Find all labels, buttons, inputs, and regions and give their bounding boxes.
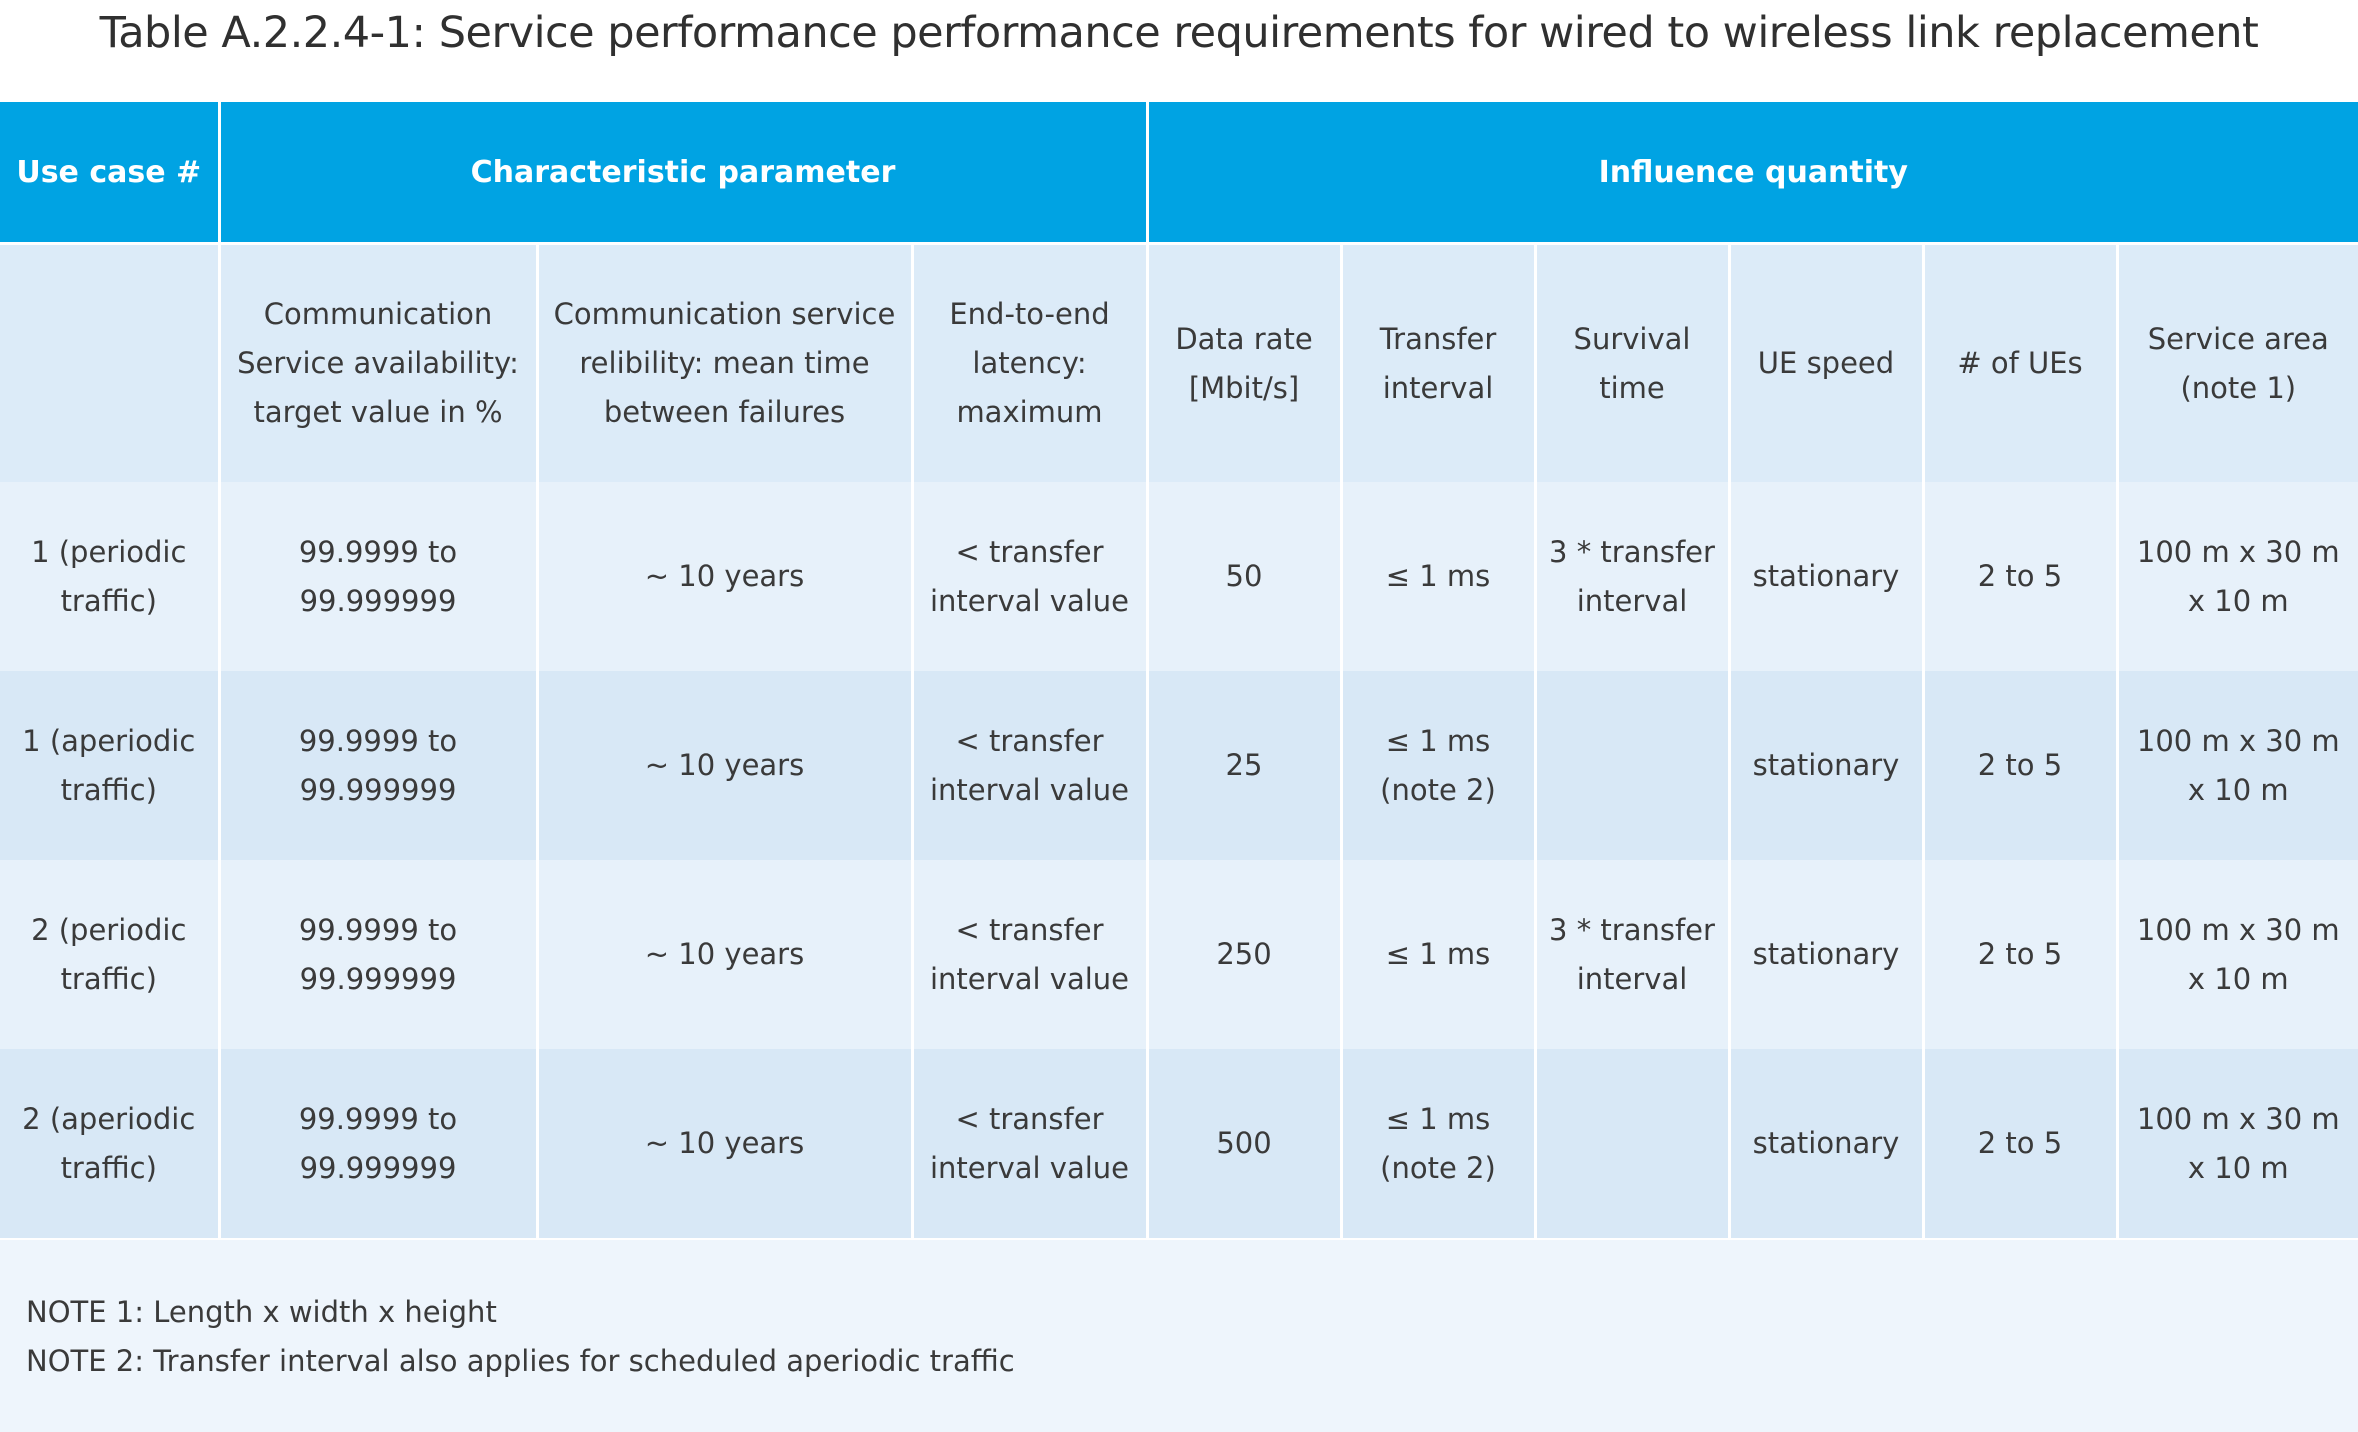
- subheader-cell: # of UEs: [1923, 244, 2117, 483]
- table-title: Table A.2.2.4-1: Service performance per…: [0, 0, 2358, 100]
- table-cell: ≤ 1 ms (note 2): [1341, 1049, 1535, 1238]
- table-cell: 50: [1147, 482, 1341, 671]
- table-cell: 3 * transfer interval: [1535, 482, 1729, 671]
- table-cell: 3 * transfer interval: [1535, 860, 1729, 1049]
- table-cell: 100 m x 30 m x 10 m: [2117, 1049, 2358, 1238]
- table-cell: ~ 10 years: [537, 860, 912, 1049]
- table-cell: 2 to 5: [1923, 1049, 2117, 1238]
- subheader-cell: Survival time: [1535, 244, 1729, 483]
- table-notes: NOTE 1: Length x width x height NOTE 2: …: [0, 1240, 2358, 1432]
- table-row: 1 (periodic traffic) 99.9999 to 99.99999…: [0, 482, 2358, 671]
- subheader-cell: UE speed: [1729, 244, 1923, 483]
- table-cell: 99.9999 to 99.999999: [219, 482, 537, 671]
- table-row: 2 (aperiodic traffic) 99.9999 to 99.9999…: [0, 1049, 2358, 1238]
- table-cell: [1535, 1049, 1729, 1238]
- header-row: Use case # Characteristic parameter Infl…: [0, 102, 2358, 244]
- table-cell: 2 to 5: [1923, 860, 2117, 1049]
- requirements-table: Use case # Characteristic parameter Infl…: [0, 102, 2358, 1238]
- table-cell: stationary: [1729, 671, 1923, 860]
- header-characteristic-parameter: Characteristic parameter: [219, 102, 1147, 244]
- table-cell: [1535, 671, 1729, 860]
- table-cell: < transfer interval value: [912, 671, 1147, 860]
- table-cell: 99.9999 to 99.999999: [219, 671, 537, 860]
- table-row: 1 (aperiodic traffic) 99.9999 to 99.9999…: [0, 671, 2358, 860]
- subheader-row: Communication Service availability: targ…: [0, 244, 2358, 483]
- table-cell: 99.9999 to 99.999999: [219, 1049, 537, 1238]
- subheader-cell: End-to-end latency: maximum: [912, 244, 1147, 483]
- table-cell: 1 (periodic traffic): [0, 482, 219, 671]
- table-cell: stationary: [1729, 1049, 1923, 1238]
- table-cell: stationary: [1729, 482, 1923, 671]
- subheader-cell: Communication service relibility: mean t…: [537, 244, 912, 483]
- subheader-cell: Transfer interval: [1341, 244, 1535, 483]
- note-2: NOTE 2: Transfer interval also applies f…: [26, 1337, 2332, 1386]
- table-row: 2 (periodic traffic) 99.9999 to 99.99999…: [0, 860, 2358, 1049]
- table-cell: ≤ 1 ms: [1341, 860, 1535, 1049]
- table-cell: 1 (aperiodic traffic): [0, 671, 219, 860]
- table-cell: stationary: [1729, 860, 1923, 1049]
- table-cell: 500: [1147, 1049, 1341, 1238]
- table-cell: 99.9999 to 99.999999: [219, 860, 537, 1049]
- table-cell: ~ 10 years: [537, 1049, 912, 1238]
- subheader-cell: Service area (note 1): [2117, 244, 2358, 483]
- table-cell: ≤ 1 ms: [1341, 482, 1535, 671]
- table-cell: ~ 10 years: [537, 482, 912, 671]
- table-cell: < transfer interval value: [912, 1049, 1147, 1238]
- table-cell: 2 (aperiodic traffic): [0, 1049, 219, 1238]
- table-cell: 2 (periodic traffic): [0, 860, 219, 1049]
- table-cell: ~ 10 years: [537, 671, 912, 860]
- table-cell: 2 to 5: [1923, 671, 2117, 860]
- table-cell: 100 m x 30 m x 10 m: [2117, 671, 2358, 860]
- table-cell: < transfer interval value: [912, 860, 1147, 1049]
- table-cell: 2 to 5: [1923, 482, 2117, 671]
- header-influence-quantity: Influence quantity: [1147, 102, 2358, 244]
- subheader-cell: [0, 244, 219, 483]
- header-use-case: Use case #: [0, 102, 219, 244]
- note-1: NOTE 1: Length x width x height: [26, 1288, 2332, 1337]
- subheader-cell: Data rate [Mbit/s]: [1147, 244, 1341, 483]
- subheader-cell: Communication Service availability: targ…: [219, 244, 537, 483]
- table-cell: ≤ 1 ms (note 2): [1341, 671, 1535, 860]
- table-cell: 25: [1147, 671, 1341, 860]
- table-cell: 100 m x 30 m x 10 m: [2117, 860, 2358, 1049]
- table-cell: < transfer interval value: [912, 482, 1147, 671]
- table-cell: 250: [1147, 860, 1341, 1049]
- table-cell: 100 m x 30 m x 10 m: [2117, 482, 2358, 671]
